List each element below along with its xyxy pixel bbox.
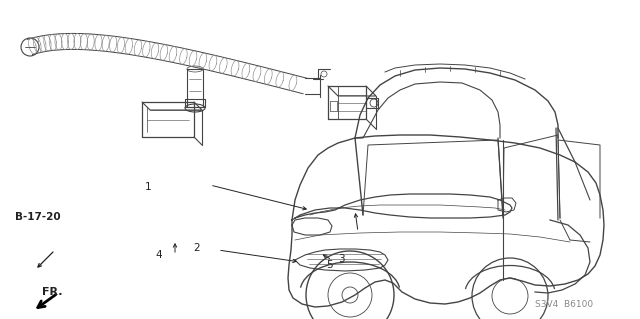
Text: B-17-20: B-17-20: [15, 212, 61, 222]
Text: S3V4  B6100: S3V4 B6100: [535, 300, 593, 309]
Text: 5: 5: [326, 260, 333, 270]
Text: 1: 1: [145, 182, 152, 192]
Text: FR.: FR.: [42, 287, 63, 297]
Text: 2: 2: [193, 243, 200, 253]
Text: 4: 4: [155, 250, 162, 260]
Text: 3: 3: [338, 254, 344, 264]
